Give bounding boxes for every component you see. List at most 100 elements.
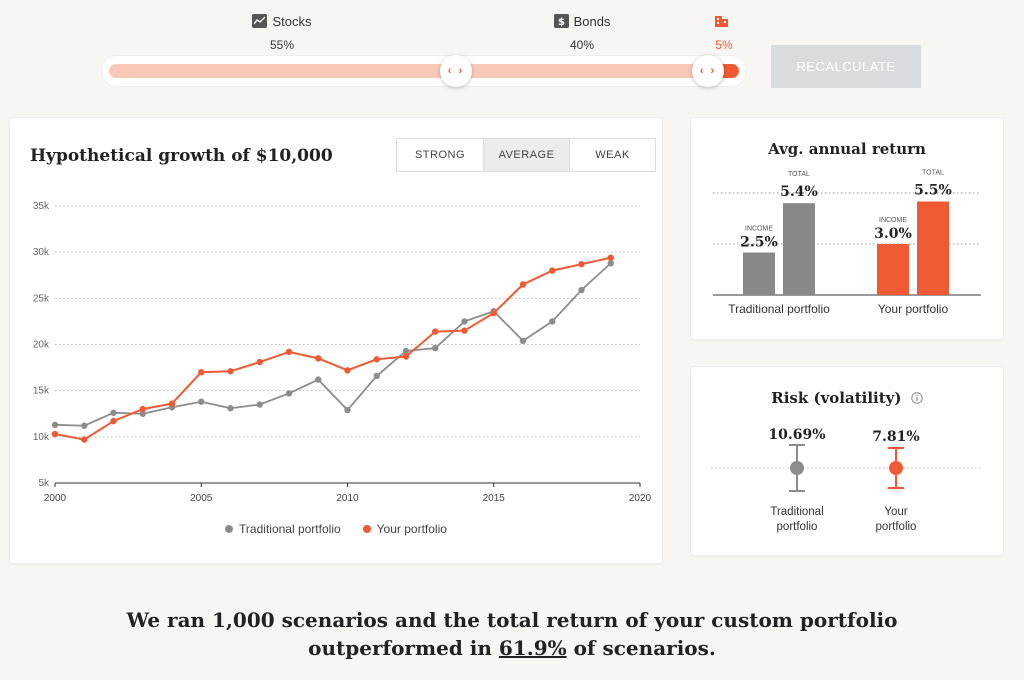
traditional-point [227,405,234,412]
legend-dot-traditional [225,525,234,533]
bonds-percent: 40% [569,38,595,52]
traditional-point [519,337,527,345]
stocks-bonds-handle[interactable]: ‹ › [440,55,472,87]
risk-value: 10.69% [768,427,825,443]
income-tag: INCOME [745,226,773,233]
recalculate-button[interactable]: RECALCULATE [771,45,921,88]
x-tick-label: 2005 [190,493,213,504]
scenario-tabs: STRONG AVERAGE WEAK [396,138,656,172]
x-tick-label: 2020 [629,493,652,504]
tab-strong[interactable]: STRONG [397,139,483,171]
bonds-cash-handle[interactable]: ‹ › [692,55,724,87]
income-bar [877,244,909,295]
your-point [256,358,263,366]
income-bar [743,252,775,295]
your-point [607,254,614,261]
traditional-point [51,421,59,429]
legend-label-traditional: Traditional portfolio [239,522,341,536]
your-point [578,260,585,268]
traditional-point [315,376,322,383]
your-point [432,328,439,335]
traditional-point [81,422,88,429]
x-tick-label: 2010 [336,493,359,504]
annual-return-title: Avg. annual return [768,140,926,158]
return-group-label: Your portfolio [878,302,949,316]
growth-chart-title: Hypothetical growth of $10,000 [30,146,333,166]
growth-chart-card: Hypothetical growth of $10,000 STRONG AV… [10,118,662,563]
chart-legend: Traditional portfolio Your portfolio [10,522,662,536]
summary-percent: 61.9% [498,636,567,660]
legend-dot-yours [362,525,371,533]
total-value: 5.5% [914,183,952,199]
summary-line-1: We ran 1,000 scenarios and the total ret… [126,608,898,632]
traditional-point [402,347,410,355]
return-group-label: Traditional portfolio [728,302,830,316]
traditional-point [110,409,117,417]
traditional-point [549,318,556,325]
income-tag: INCOME [879,217,907,224]
traditional-point [578,286,585,294]
risk-label: portfolio [876,521,917,533]
risk-title-text: Risk (volatility) [771,389,902,407]
tab-average[interactable]: AVERAGE [483,139,569,171]
total-tag: TOTAL [922,170,944,177]
traditional-point [256,401,263,408]
your-point [110,417,117,425]
risk-label: portfolio [777,521,818,533]
dollar-icon: $ [553,14,569,28]
bonds-label: Bonds [573,13,611,29]
y-tick-label: 15k [33,386,50,397]
traditional-point [198,398,205,405]
legend-traditional: Traditional portfolio [225,522,341,536]
traditional-point [373,372,380,380]
your-point [227,368,234,375]
x-tick-label: 2015 [483,493,506,504]
slider-track [109,64,739,78]
growth-line-chart: 5k 10k 15k 20k 25k 30k 35k 2000 2005 2010 2015 2020 [33,201,652,504]
allocation-slider[interactable]: ‹ › ‹ › [102,55,746,87]
your-point [490,309,497,317]
traditional-point [285,390,293,397]
tab-weak[interactable]: WEAK [569,139,655,171]
legend-yours: Your portfolio [362,522,447,536]
risk-card: Risk (volatility) 10.69% Traditional portf… [691,367,1003,555]
your-point [373,356,380,363]
your-point [549,267,556,274]
risk-chart: 10.69% Traditional portfolio 7.81% Your portf… [711,427,983,533]
cash-percent: 5% [715,38,733,52]
cash-allocation: 5% [674,12,774,52]
your-point [315,355,322,362]
risk-point [889,461,903,475]
summary-line-2: outperformed in 61.9% of scenarios. [0,634,1024,662]
x-tick-label: 2000 [44,493,67,504]
stocks-percent: 55% [269,38,295,52]
your-point [168,400,176,407]
your-point [51,430,59,438]
info-icon[interactable] [911,390,923,408]
summary-post: of scenarios. [566,636,716,660]
legend-label-yours: Your portfolio [376,522,447,536]
building-icon [714,13,729,30]
risk-label: Traditional [770,506,823,518]
summary-pre: outperformed in [308,636,499,660]
stocks-allocation: Stocks 55% [232,12,332,52]
traditional-point [607,260,614,267]
y-tick-label: 35k [33,201,50,212]
y-tick-label: 20k [33,340,50,351]
income-value: 2.5% [740,235,778,251]
y-tick-label: 30k [33,247,50,258]
traditional-series-line [54,262,612,427]
your-point [139,405,146,413]
stocks-label: Stocks [272,13,312,29]
your-point [519,281,527,288]
summary-text: We ran 1,000 scenarios and the total ret… [0,606,1024,662]
total-value: 5.4% [780,184,818,200]
risk-point [790,461,804,475]
your-point [198,369,205,376]
traditional-point [139,410,146,417]
y-tick-label: 5k [38,478,50,489]
your-point [461,327,468,334]
your-point [402,353,410,360]
income-value: 3.0% [874,226,912,242]
bonds-allocation: $ Bonds 40% [532,12,632,52]
